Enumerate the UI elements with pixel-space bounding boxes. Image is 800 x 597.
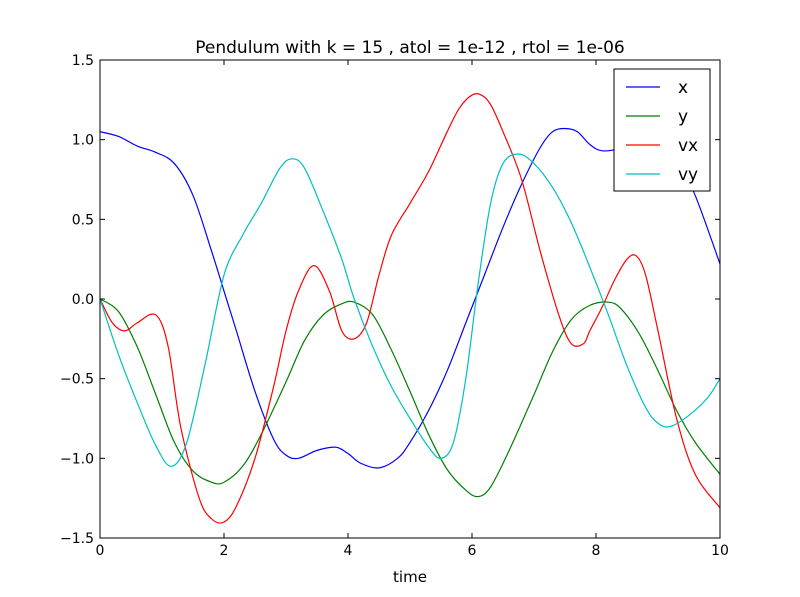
y-tick-label: −1.0 xyxy=(60,451,94,467)
legend: xy vx vy xyxy=(613,68,711,192)
x-tick-label: 6 xyxy=(468,543,477,559)
y-tick-label: −0.5 xyxy=(60,372,94,388)
y-tick-label: 1.5 xyxy=(72,53,94,69)
series-line-vx xyxy=(100,93,720,524)
y-tick-label: −1.5 xyxy=(60,531,94,547)
x-tick-label: 2 xyxy=(220,543,229,559)
y-tick-label: 0.5 xyxy=(72,212,94,228)
ticks-layer: 0 2 4 6 8 10 −1.5 −1.0 −0.5 0.0 0.5 1.0 1.5 xyxy=(60,53,729,559)
series-line-vy xyxy=(100,153,720,467)
x-axis-title: time xyxy=(393,568,427,586)
legend-label-x: x xyxy=(678,78,688,98)
x-tick-label: 4 xyxy=(344,543,353,559)
x-tick-label: 0 xyxy=(96,543,105,559)
x-tick-label: 10 xyxy=(711,543,729,559)
legend-label-vy: vy xyxy=(678,165,698,185)
y-tick-label: 0.0 xyxy=(72,292,94,308)
series-line-y xyxy=(100,298,720,498)
legend-label-y: y xyxy=(678,107,688,127)
y-tick-label: 1.0 xyxy=(72,133,94,149)
legend-box xyxy=(613,68,711,192)
x-tick-label: 8 xyxy=(592,543,601,559)
legend-label-vx: vx xyxy=(678,136,698,156)
chart-title: Pendulum with k = 15 , atol = 1e-12 , rt… xyxy=(195,38,625,58)
